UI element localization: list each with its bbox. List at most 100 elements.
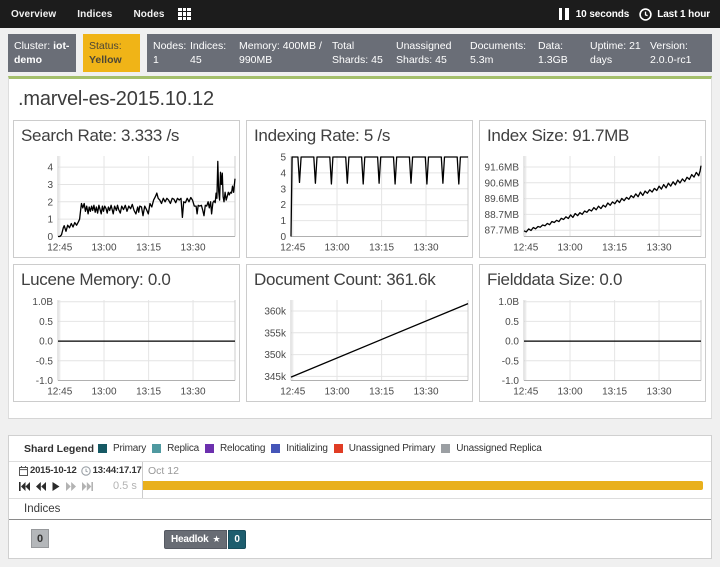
chart-panel-search-rate[interactable]: Search Rate: 3.333 /s 0 1 2 3 4 12:45 13:00 13:… — [13, 120, 240, 258]
cluster-stat-documents: Documents: 5.3m — [470, 40, 527, 66]
svg-text:0.0: 0.0 — [505, 337, 519, 348]
legend-swatch — [152, 444, 162, 453]
svg-text:0.0: 0.0 — [39, 337, 53, 348]
step-backward-button[interactable] — [36, 481, 46, 491]
svg-text:3: 3 — [47, 180, 53, 191]
svg-text:-1.0: -1.0 — [36, 376, 54, 387]
cluster-stat-total-shards: Total Shards: 45 — [332, 40, 383, 66]
legend-label: Initializing — [286, 443, 328, 454]
svg-text:12:45: 12:45 — [513, 387, 538, 398]
apps-menu-button[interactable] — [178, 7, 191, 21]
svg-text:13:30: 13:30 — [414, 387, 439, 398]
svg-text:4: 4 — [47, 163, 53, 174]
svg-text:89.6MB: 89.6MB — [485, 194, 520, 205]
svg-text:5: 5 — [280, 153, 286, 164]
svg-text:13:15: 13:15 — [369, 387, 394, 398]
legend-item-primary: Primary — [98, 443, 146, 454]
svg-text:13:00: 13:00 — [92, 387, 117, 398]
playback-time: 13:44:17.17 — [92, 465, 142, 476]
svg-text:13:15: 13:15 — [602, 243, 627, 254]
chart-panel-fielddata-size[interactable]: Fielddata Size: 0.0 -1.0 -0.5 0.0 0.5 1.0B 12… — [479, 264, 706, 402]
playback-date: 2015-10-12 — [30, 465, 77, 476]
chart-panel-document-count[interactable]: Document Count: 361.6k 345k 350k 355k 360k 1… — [246, 264, 473, 402]
status-label: Status: — [89, 40, 122, 52]
status-value: Yellow — [89, 54, 122, 66]
svg-text:13:00: 13:00 — [325, 387, 350, 398]
svg-text:350k: 350k — [264, 350, 287, 361]
pause-icon[interactable] — [558, 8, 569, 20]
svg-text:0: 0 — [47, 232, 53, 243]
svg-text:13:15: 13:15 — [602, 387, 627, 398]
svg-text:13:30: 13:30 — [181, 243, 206, 254]
svg-text:-0.5: -0.5 — [502, 356, 520, 367]
skip-to-end-button[interactable] — [82, 481, 93, 491]
nav-item-nodes[interactable]: Nodes — [133, 8, 165, 20]
shard-badges-row: 0 Headlok ★ 0 — [9, 520, 711, 558]
unassigned-shards-badge[interactable]: 0 — [31, 529, 49, 548]
svg-text:13:15: 13:15 — [136, 243, 161, 254]
clock-icon — [639, 7, 652, 21]
svg-text:13:00: 13:00 — [325, 243, 350, 254]
legend-item-unassigned-primary: Unassigned Primary — [333, 443, 436, 454]
time-icon — [80, 465, 91, 476]
overview-card: .marvel-es-2015.10.12 Search Rate: 3.333… — [8, 76, 712, 419]
chart-title: Lucene Memory: 0.0 — [21, 270, 171, 289]
legend-swatch — [441, 444, 451, 453]
timeline-progress-bar[interactable] — [143, 481, 703, 490]
svg-text:13:30: 13:30 — [181, 387, 206, 398]
svg-text:13:00: 13:00 — [92, 243, 117, 254]
svg-text:87.7MB: 87.7MB — [485, 226, 520, 237]
node-badge[interactable]: Headlok ★ 0 — [164, 530, 246, 549]
legend-swatch — [271, 444, 281, 453]
node-shard-count: 0 — [228, 530, 246, 549]
nav-item-indices[interactable]: Indices — [77, 8, 113, 20]
cluster-stat-memory: Memory: 400MB / 990MB — [239, 40, 322, 66]
svg-text:2: 2 — [280, 200, 286, 211]
cluster-stat-indices: Indices: 45 — [190, 40, 227, 66]
shard-activity-card: Shard Legend Primary Replica Relocating Ini… — [8, 435, 712, 559]
skip-to-start-button[interactable] — [19, 481, 30, 491]
svg-text:12:45: 12:45 — [47, 387, 72, 398]
refresh-interval-label[interactable]: 10 seconds — [575, 8, 630, 20]
cluster-stat-uptime: Uptime: 21 days — [590, 40, 641, 66]
legend-label: Unassigned Primary — [348, 443, 436, 454]
grid-icon — [178, 7, 191, 21]
svg-text:-0.5: -0.5 — [36, 356, 54, 367]
svg-text:4: 4 — [280, 168, 286, 179]
cluster-stat-data: Data: 1.3GB — [538, 40, 568, 66]
cluster-label: Cluster: — [14, 40, 51, 52]
legend-label: Unassigned Replica — [456, 443, 542, 454]
nav-item-overview[interactable]: Overview — [11, 8, 57, 20]
chart-title: Document Count: 361.6k — [254, 270, 436, 289]
playback-speed: 0.5 s — [113, 480, 137, 492]
playback-timeline[interactable]: Oct 12 — [142, 462, 711, 498]
chart-panel-index-size[interactable]: Index Size: 91.7MB 87.7MB 88.7MB 89.6MB 90.… — [479, 120, 706, 258]
indices-section-title: Indices — [24, 503, 61, 515]
chart-panels: Search Rate: 3.333 /s 0 1 2 3 4 12:45 13:00 13:… — [10, 117, 710, 405]
svg-text:-1.0: -1.0 — [502, 376, 520, 387]
chart-panel-lucene-memory[interactable]: Lucene Memory: 0.0 -1.0 -0.5 0.0 0.5 1.0B 12:… — [13, 264, 240, 402]
chart-panel-indexing-rate[interactable]: Indexing Rate: 5 /s 0 1 2 3 4 5 12:45 13:00 13:1… — [246, 120, 473, 258]
svg-text:1.0B: 1.0B — [498, 297, 519, 308]
step-forward-button[interactable] — [66, 481, 76, 491]
svg-text:360k: 360k — [264, 306, 287, 317]
svg-text:345k: 345k — [264, 372, 287, 383]
svg-text:0.5: 0.5 — [505, 317, 519, 328]
indices-header-row: Indices — [9, 499, 711, 520]
cluster-status-bar: Cluster: iot-demo Status: Yellow Nodes: … — [8, 34, 712, 72]
chart-title: Index Size: 91.7MB — [487, 126, 630, 145]
cluster-stat-version: Version: 2.0.0-rc1 — [650, 40, 692, 66]
legend-label: Primary — [113, 443, 147, 454]
legend-item-relocating: Relocating — [205, 443, 265, 454]
cluster-status-segment: Status: Yellow — [83, 34, 140, 72]
time-range-label[interactable]: Last 1 hour — [657, 8, 710, 20]
svg-text:13:30: 13:30 — [414, 243, 439, 254]
svg-text:13:30: 13:30 — [647, 243, 672, 254]
svg-text:88.7MB: 88.7MB — [485, 210, 520, 221]
calendar-icon — [19, 465, 28, 476]
legend-label: Relocating — [220, 443, 266, 454]
chart-title: Indexing Rate: 5 /s — [254, 126, 391, 145]
play-button[interactable] — [52, 481, 60, 491]
svg-text:12:45: 12:45 — [280, 387, 305, 398]
legend-item-replica: Replica — [152, 443, 199, 454]
